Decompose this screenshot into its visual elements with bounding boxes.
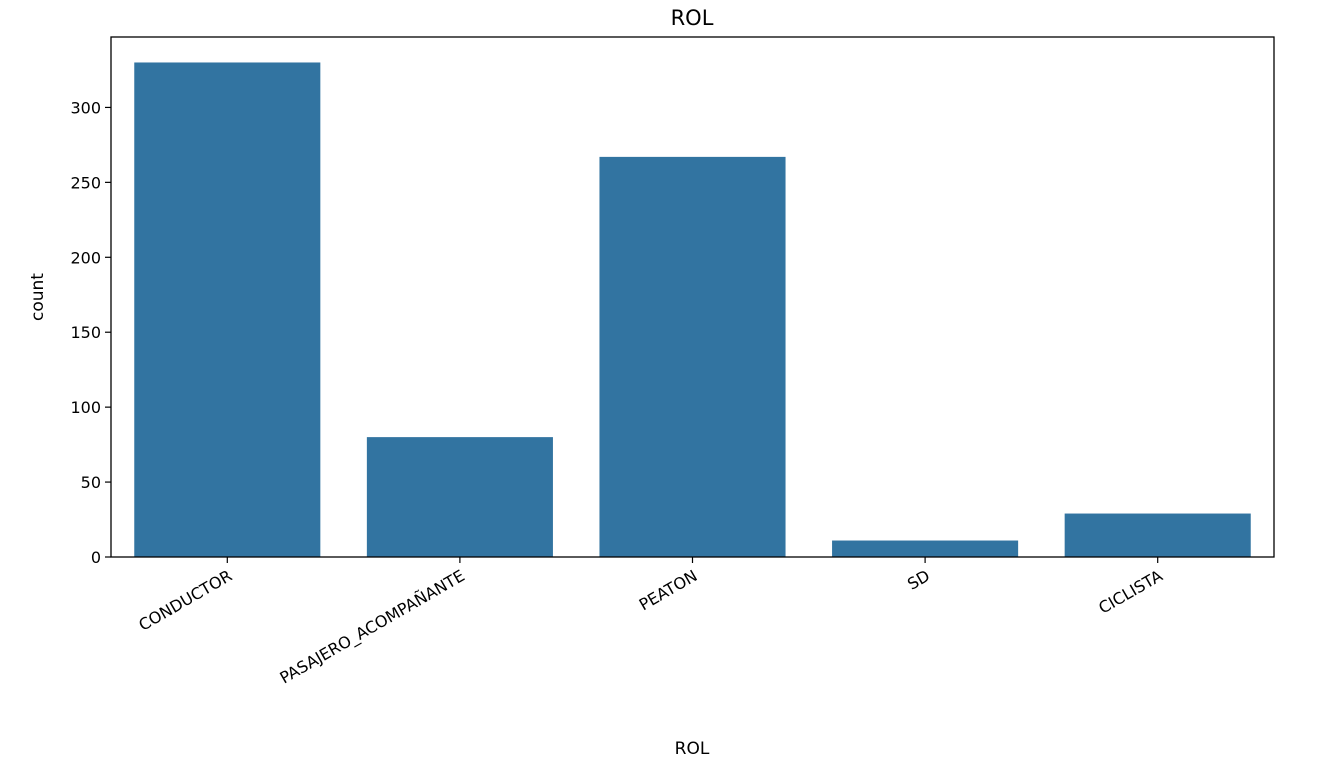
y-tick-label: 250: [70, 173, 101, 192]
y-tick-label: 100: [70, 398, 101, 417]
x-tick-label: PEATON: [636, 566, 701, 614]
y-axis: 0 50 100 150 200 250 300: [70, 98, 111, 567]
y-tick-label: 150: [70, 323, 101, 342]
chart-title: ROL: [671, 6, 714, 30]
x-axis-title: ROL: [675, 739, 710, 759]
y-tick-label: 300: [70, 98, 101, 117]
y-tick-label: 200: [70, 248, 101, 267]
y-tick-label: 50: [81, 473, 101, 492]
y-tick-label: 0: [91, 548, 101, 567]
x-tick-label: CICLISTA: [1095, 566, 1165, 618]
x-tick-label: PASAJERO_ACOMPAÑANTE: [276, 566, 468, 688]
bar-ciclista: [1064, 513, 1251, 557]
y-axis-title: count: [28, 273, 48, 321]
bar-peaton: [599, 156, 786, 557]
bar-pasajero-acompañante: [366, 437, 553, 557]
x-tick-label: CONDUCTOR: [135, 566, 235, 635]
bar-conductor: [134, 62, 321, 557]
x-axis: CONDUCTOR PASAJERO_ACOMPAÑANTE PEATON SD CIC…: [135, 557, 1166, 688]
bar-sd: [832, 540, 1019, 557]
bars-group: [134, 62, 1251, 557]
x-tick-label: SD: [904, 566, 933, 594]
